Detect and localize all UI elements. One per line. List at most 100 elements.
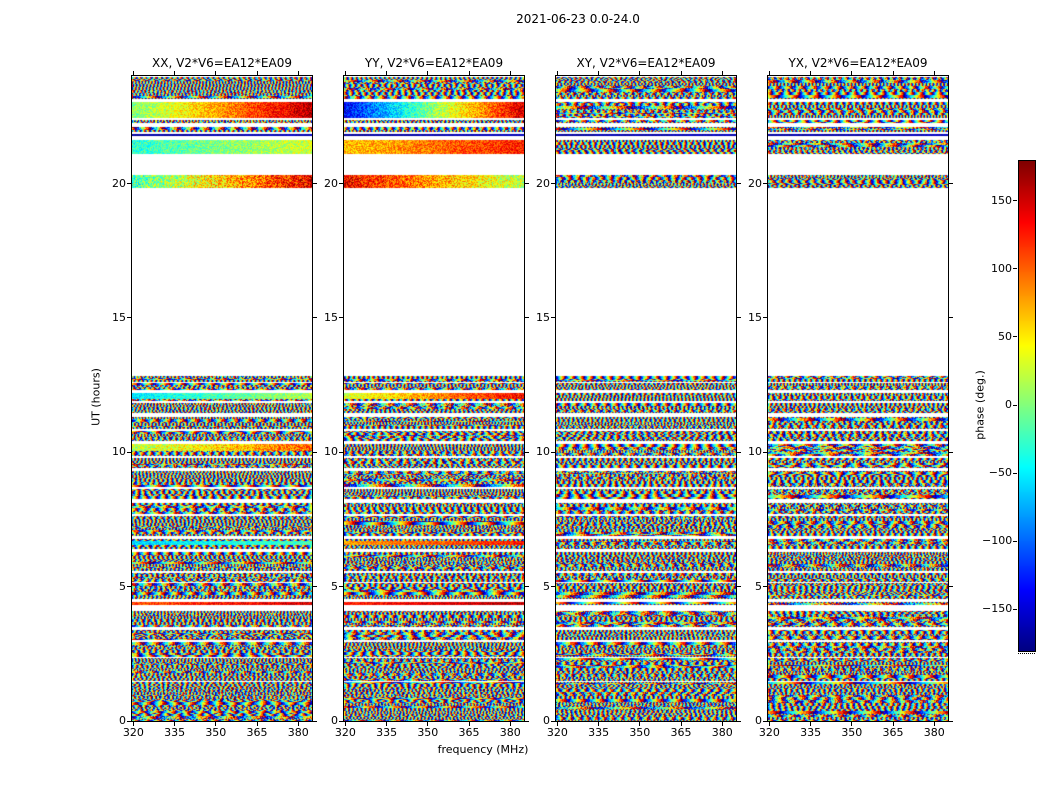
x-tick-mark bbox=[256, 71, 258, 75]
x-tick-mark bbox=[427, 71, 429, 75]
heatmap-canvas-yx bbox=[768, 76, 948, 721]
colorbar-tick-label: 50 bbox=[998, 329, 1012, 343]
x-tick-mark bbox=[174, 722, 176, 726]
x-tick-mark bbox=[768, 71, 770, 75]
y-tick-mark bbox=[551, 317, 555, 319]
x-tick-mark bbox=[344, 71, 346, 75]
y-tick-mark bbox=[127, 183, 131, 184]
y-tick-mark bbox=[127, 720, 131, 722]
x-tick-label: 335 bbox=[164, 726, 186, 739]
y-tick-mark bbox=[737, 586, 741, 588]
x-tick-label: 335 bbox=[376, 726, 398, 739]
x-tick-mark bbox=[892, 71, 894, 75]
y-tick-mark bbox=[949, 317, 953, 319]
colorbar-tick-label: −50 bbox=[988, 466, 1012, 480]
x-tick-mark bbox=[598, 722, 600, 726]
y-tick-mark bbox=[949, 183, 953, 184]
y-tick-label: 15 bbox=[112, 310, 126, 324]
colorbar-tick-label: 100 bbox=[991, 261, 1012, 275]
x-tick-mark bbox=[509, 71, 511, 75]
y-tick-mark bbox=[763, 451, 767, 453]
x-tick-label: 350 bbox=[629, 726, 651, 739]
y-tick-label: 5 bbox=[331, 579, 338, 593]
y-tick-label: 10 bbox=[112, 445, 126, 459]
y-tick-mark bbox=[763, 586, 767, 588]
y-tick-mark bbox=[551, 720, 555, 722]
colorbar-tick-label: −150 bbox=[982, 602, 1013, 616]
y-tick-label: 20 bbox=[748, 176, 762, 190]
x-tick-mark bbox=[215, 722, 217, 726]
y-tick-label: 5 bbox=[543, 579, 550, 593]
x-tick-label: 335 bbox=[800, 726, 822, 739]
x-tick-mark bbox=[680, 71, 682, 75]
x-tick-label: 350 bbox=[417, 726, 439, 739]
colorbar-tick-mark bbox=[1013, 200, 1017, 202]
y-tick-mark bbox=[313, 183, 317, 184]
x-tick-mark bbox=[851, 71, 853, 75]
x-tick-mark bbox=[933, 71, 935, 75]
x-tick-label: 380 bbox=[499, 726, 521, 739]
colorbar-tick-mark bbox=[1013, 404, 1017, 406]
y-tick-mark bbox=[737, 183, 741, 184]
y-tick-mark bbox=[339, 317, 343, 319]
x-tick-label: 320 bbox=[122, 726, 144, 739]
x-tick-mark bbox=[132, 71, 134, 75]
panel-title-xy: XY, V2*V6=EA12*EA09 bbox=[576, 56, 716, 70]
y-tick-mark bbox=[313, 586, 317, 588]
x-tick-mark bbox=[174, 71, 176, 75]
y-tick-mark bbox=[551, 183, 555, 184]
y-tick-mark bbox=[525, 720, 529, 722]
y-tick-label: 20 bbox=[112, 176, 126, 190]
x-tick-mark bbox=[598, 71, 600, 75]
figure-title: 2021-06-23 0.0-24.0 bbox=[516, 12, 640, 26]
x-tick-mark bbox=[851, 722, 853, 726]
y-tick-mark bbox=[949, 720, 953, 722]
x-tick-mark bbox=[639, 722, 641, 726]
panel-title-yx: YX, V2*V6=EA12*EA09 bbox=[788, 56, 928, 70]
x-tick-mark bbox=[933, 722, 935, 726]
x-tick-mark bbox=[256, 722, 258, 726]
x-tick-mark bbox=[639, 71, 641, 75]
y-tick-label: 0 bbox=[543, 714, 550, 727]
y-tick-mark bbox=[339, 720, 343, 722]
y-tick-label: 15 bbox=[748, 310, 762, 324]
y-tick-mark bbox=[551, 451, 555, 453]
y-tick-mark bbox=[525, 586, 529, 588]
x-tick-mark bbox=[721, 722, 723, 726]
y-tick-mark bbox=[525, 183, 529, 184]
colorbar-tick-label: −100 bbox=[982, 534, 1013, 548]
y-tick-mark bbox=[339, 183, 343, 184]
x-tick-mark bbox=[768, 722, 770, 726]
y-tick-mark bbox=[525, 317, 529, 319]
y-tick-mark bbox=[313, 720, 317, 722]
panel-yy: YY, V2*V6=EA12*EA09 320 335 350 365 380 0 5 10 1… bbox=[324, 56, 529, 739]
y-tick-label: 15 bbox=[324, 310, 338, 324]
colorbar-tick-mark bbox=[1013, 608, 1017, 610]
x-tick-mark bbox=[344, 722, 346, 726]
x-tick-mark bbox=[721, 71, 723, 75]
x-tick-label: 365 bbox=[670, 726, 692, 739]
x-tick-mark bbox=[297, 71, 299, 75]
x-tick-mark bbox=[556, 722, 558, 726]
panel-xy: XY, V2*V6=EA12*EA09 320 335 350 365 380 0 5 10 1… bbox=[536, 56, 741, 739]
x-tick-mark bbox=[297, 722, 299, 726]
x-tick-mark bbox=[892, 722, 894, 726]
x-tick-label: 365 bbox=[246, 726, 268, 739]
y-tick-label: 10 bbox=[324, 445, 338, 459]
y-tick-mark bbox=[763, 720, 767, 722]
x-tick-mark bbox=[386, 71, 388, 75]
y-tick-mark bbox=[949, 451, 953, 453]
y-tick-label: 5 bbox=[119, 579, 126, 593]
colorbar: phase (deg.) 150 100 50 0 −50 −100 −150 bbox=[974, 160, 1036, 654]
x-tick-mark bbox=[810, 71, 812, 75]
y-tick-label: 10 bbox=[748, 445, 762, 459]
x-tick-mark bbox=[468, 71, 470, 75]
x-tick-label: 365 bbox=[882, 726, 904, 739]
panel-title-yy: YY, V2*V6=EA12*EA09 bbox=[364, 56, 504, 70]
x-tick-mark bbox=[468, 722, 470, 726]
x-tick-mark bbox=[680, 722, 682, 726]
colorbar-tick-label: 150 bbox=[991, 193, 1012, 207]
y-tick-mark bbox=[949, 586, 953, 588]
x-tick-label: 365 bbox=[458, 726, 480, 739]
x-tick-label: 380 bbox=[923, 726, 945, 739]
